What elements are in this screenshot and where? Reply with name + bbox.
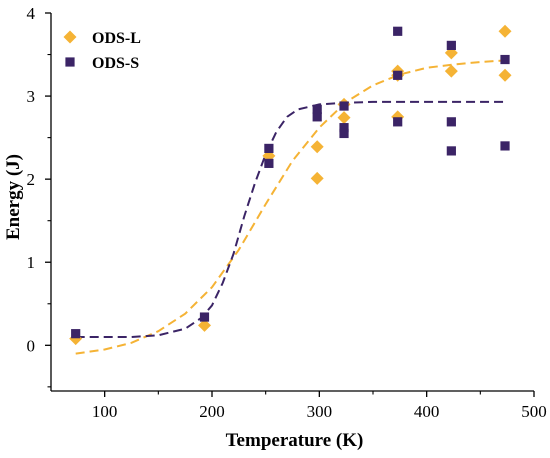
ods-l-point xyxy=(498,24,512,38)
ods-s-point xyxy=(393,26,403,36)
axes: 100 200 300 400 500 0 1 2 3 4 xyxy=(27,4,547,421)
legend-label-ods-l: ODS-L xyxy=(92,30,141,47)
data-points xyxy=(69,24,512,346)
y-tick-label: 3 xyxy=(27,87,36,106)
ods-s-point xyxy=(446,117,456,127)
ods-s-point xyxy=(339,101,349,111)
ods-l-point xyxy=(498,68,512,82)
ods-s-point xyxy=(446,40,456,50)
ods-l-point xyxy=(444,64,458,78)
ods-s-point xyxy=(446,146,456,156)
y-tick-label: 1 xyxy=(27,253,36,272)
fit-curves xyxy=(75,59,506,355)
x-tick-label: 200 xyxy=(199,402,225,421)
x-tick-label: 100 xyxy=(92,402,118,421)
ods-s-point xyxy=(339,128,349,139)
y-tick-label: 2 xyxy=(27,170,36,189)
ods-l-point xyxy=(310,171,324,185)
x-axis-label: Temperature (K) xyxy=(226,430,364,451)
ods-l-point xyxy=(197,318,211,332)
ods-s-point xyxy=(339,123,349,133)
ods-l-point xyxy=(337,111,351,125)
legend: ODS-L ODS-S xyxy=(63,30,141,72)
x-tick-label: 500 xyxy=(521,402,547,421)
legend-label-ods-s: ODS-S xyxy=(92,55,139,72)
x-tick-label: 300 xyxy=(307,402,333,421)
ods-s-point xyxy=(199,312,210,322)
legend-marker-ods-l xyxy=(63,30,77,44)
ods-s-point xyxy=(393,117,403,127)
ods-s-point xyxy=(264,158,274,168)
ods-s-point xyxy=(500,54,510,65)
fit-curve-ods-s xyxy=(75,100,505,338)
x-tick-label: 400 xyxy=(414,402,440,421)
fit-curve-ods-l xyxy=(75,59,506,355)
ods-s-point xyxy=(264,143,274,154)
ods-s-point xyxy=(71,329,81,339)
y-tick-label: 4 xyxy=(27,4,36,23)
ods-s-point xyxy=(500,141,510,151)
y-axis-label: Energy (J) xyxy=(3,154,24,240)
ods-l-point xyxy=(310,140,324,154)
ods-s-point xyxy=(393,70,403,80)
legend-marker-ods-s xyxy=(65,57,75,67)
ods-s-point xyxy=(312,104,322,114)
ods-s-point xyxy=(312,112,322,122)
y-tick-label: 0 xyxy=(27,336,36,355)
